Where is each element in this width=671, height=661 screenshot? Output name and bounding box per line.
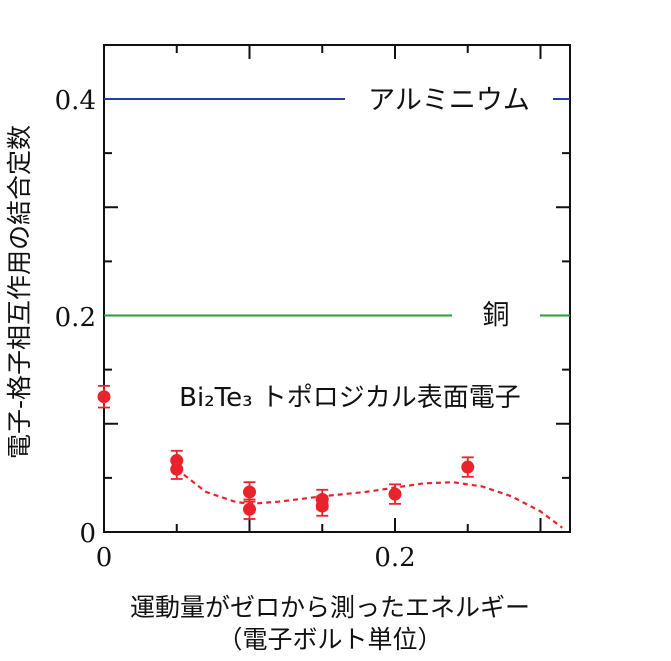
x-axis-unit: （電子ボルト単位） [217,625,442,654]
x-tick-label-0.2: 0.2 [374,543,415,573]
fit-curve [176,468,563,529]
data-point [243,498,256,520]
data-point [97,384,111,409]
series-label: Bi₂Te₃ トポロジカル表面電子 [179,383,521,413]
data-marker [461,460,475,474]
data-marker [388,487,402,501]
y-tick-label-0.4: 0.4 [55,86,96,116]
y-tick-label-0: 0 [79,519,96,549]
x-tick-label-0: 0 [96,543,113,573]
data-marker [170,462,184,476]
data-marker [315,499,329,513]
data-marker [243,485,256,499]
data-point [461,456,475,478]
copper-label: 銅 [483,300,510,331]
aluminium-label: アルミニウム [368,85,530,116]
reference-lines [104,98,570,317]
plot-frame [103,44,571,533]
y-axis-title: 電子-格子相互作用の結合定数 [5,125,34,459]
data-point [315,495,329,517]
data-point [388,483,402,505]
fit-curve-layer [176,468,563,529]
x-axis-title: 運動量がゼロから測ったエネルギー [130,593,530,622]
data-marker [243,502,256,516]
y-tick-label-0.2: 0.2 [55,303,96,333]
data-marker [97,390,111,404]
data-points [97,384,475,520]
data-point [170,458,184,480]
